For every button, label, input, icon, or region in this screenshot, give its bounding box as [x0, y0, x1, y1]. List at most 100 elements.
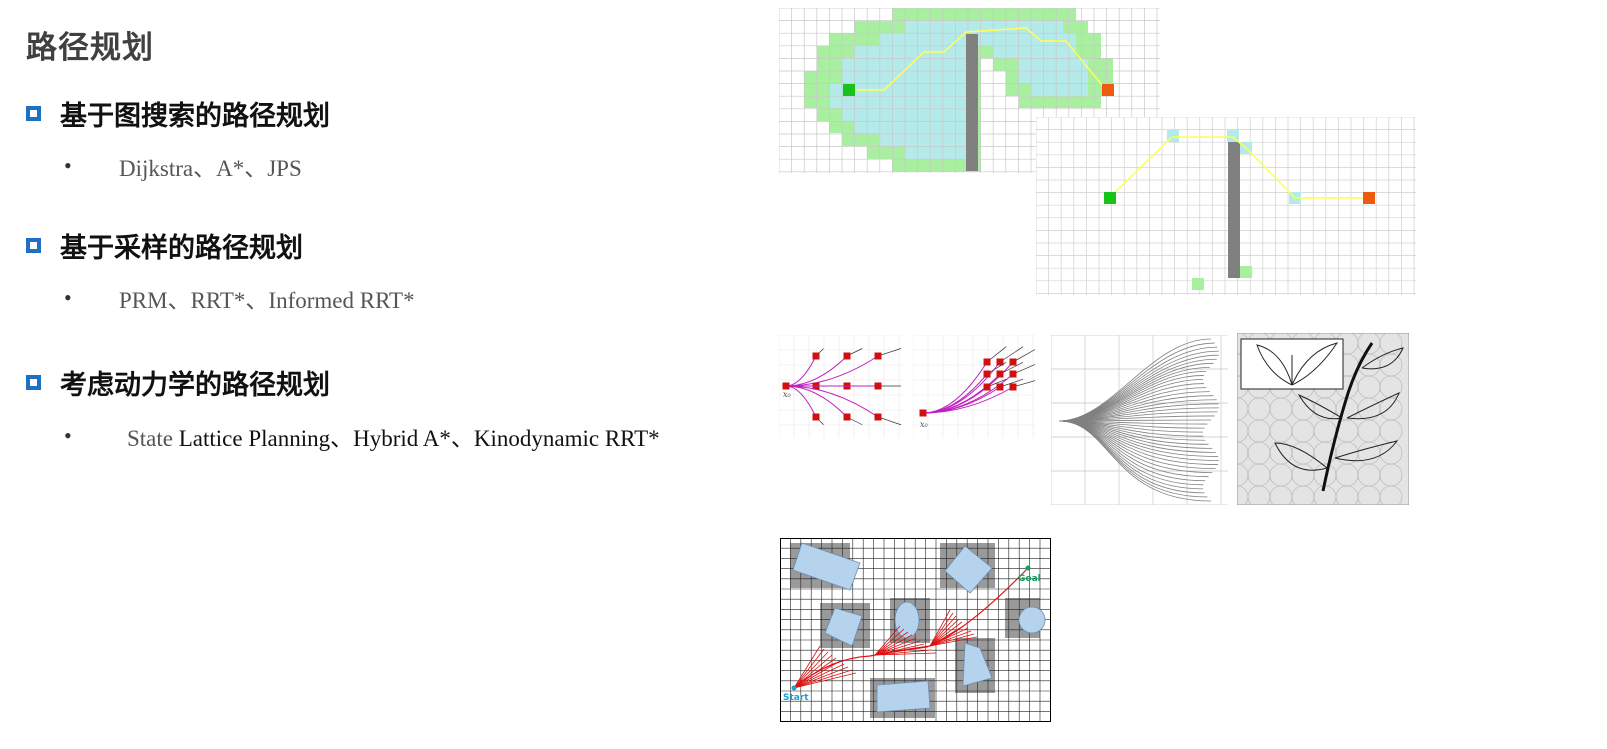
rrt-branch — [929, 636, 978, 647]
heading-arrow — [1012, 349, 1035, 363]
bullet-dot-icon: • — [64, 285, 72, 310]
motion-primitive-curve — [1058, 420, 1212, 502]
lattice-node — [843, 413, 851, 421]
rrt-branch — [793, 669, 853, 689]
motion-primitives-fan-figure — [1051, 335, 1228, 505]
rrt-branch — [874, 649, 933, 656]
leaf — [1334, 440, 1399, 462]
section-heading-text: 基于采样的路径规划 — [60, 233, 303, 264]
start-cell — [1104, 192, 1116, 204]
leaf — [1361, 347, 1404, 370]
lattice-edge — [785, 355, 848, 387]
lattice-node — [843, 352, 851, 360]
lattice-edge — [922, 386, 1014, 414]
heading-arrow — [999, 378, 1024, 388]
bullet-text-dark: Lattice Planning、Hybrid A*、Kinodynamic R… — [178, 426, 660, 451]
bullet-item-graph-search: • Dijkstra、A*、JPS — [64, 149, 302, 183]
lattice-node — [874, 382, 882, 390]
rrt-branch — [929, 633, 975, 647]
rrt-goal-label: Goal — [1018, 574, 1041, 584]
rrt-branch — [793, 645, 821, 689]
lattice-node — [1009, 358, 1017, 366]
lattice-node — [874, 413, 882, 421]
leaf-outlines — [1256, 342, 1404, 471]
rrt-branch — [874, 643, 925, 656]
leaf — [1297, 393, 1343, 420]
lattice-group — [913, 335, 1035, 438]
rrt-branch — [929, 612, 954, 647]
section-heading-kinodynamic: 考虑动力学的路径规划 — [26, 363, 330, 402]
leaf — [1346, 392, 1400, 420]
bullet-text: State Lattice Planning、Hybrid A*、Kinodyn… — [127, 419, 660, 453]
motion-primitive-curves — [1058, 338, 1220, 502]
grid-lines — [1036, 117, 1416, 295]
goal-cell — [1363, 192, 1375, 204]
leaf — [1274, 442, 1328, 471]
lattice-edge — [785, 385, 879, 418]
bullet-text-light: State — [127, 426, 179, 451]
obstacle — [1018, 606, 1046, 634]
rrt-branch — [793, 657, 837, 689]
goal-cell — [1102, 84, 1114, 96]
bullet-text: PRM、RRT*、Informed RRT* — [119, 288, 415, 313]
kinodynamic-rrt-figure: Start Goal — [780, 538, 1051, 722]
rrt-branch — [874, 631, 909, 656]
leaf — [1256, 344, 1293, 386]
rrt-branch — [793, 648, 825, 689]
bullet-dot-icon: • — [64, 423, 72, 448]
jump-point-cell — [1240, 266, 1252, 278]
obstacle — [792, 542, 861, 591]
bullet-dot-icon: • — [64, 153, 72, 178]
leaf — [1291, 342, 1339, 386]
lattice-group — [779, 335, 902, 438]
lattice-origin-node — [782, 382, 790, 390]
rrt-start-label: Start — [783, 693, 809, 703]
rrt-branch — [929, 621, 963, 647]
lattice-right-label: x₀ — [920, 420, 929, 429]
lattice-left-label: x₀ — [783, 390, 792, 399]
lattice-origin-node — [919, 409, 927, 417]
rrt-tree — [793, 567, 1029, 689]
lattice-leaf-pattern-figure — [1237, 333, 1409, 505]
section-heading-graph-search: 基于图搜索的路径规划 — [26, 94, 330, 133]
lattice-edge — [785, 355, 879, 387]
page-title: 路径规划 — [26, 30, 154, 66]
lattice-node — [874, 352, 882, 360]
obstacle — [944, 545, 993, 594]
start-cell — [843, 84, 855, 96]
lattice-node — [996, 383, 1004, 391]
heading-arrow — [877, 348, 902, 357]
rrt-branch — [929, 618, 960, 647]
lattice-node — [996, 370, 1004, 378]
rrt-branch — [874, 652, 937, 656]
rrt-branch — [874, 640, 921, 656]
obstacle-wall — [966, 34, 978, 171]
lattice-edge — [785, 355, 817, 387]
heading-arrow — [999, 361, 1024, 375]
figure-border — [780, 538, 1051, 722]
rrt-branch — [929, 630, 972, 647]
graph-search-explored-grid-figure — [779, 8, 1160, 173]
goal-marker — [1025, 565, 1031, 571]
obstacle — [962, 642, 993, 687]
rrt-branch — [874, 646, 929, 656]
square-bullet-icon — [26, 106, 41, 121]
section-heading-text: 考虑动力学的路径规划 — [60, 370, 330, 401]
rrt-branch — [929, 624, 966, 647]
rrt-branch — [929, 627, 969, 647]
state-lattice-figure-right: x₀ — [913, 335, 1035, 438]
obstacles — [792, 542, 1046, 713]
lattice-node — [983, 370, 991, 378]
lattice-node — [983, 358, 991, 366]
section-heading-text: 基于图搜索的路径规划 — [60, 101, 330, 132]
obstacle — [876, 680, 931, 713]
lattice-grid — [913, 335, 1035, 438]
rrt-branch — [874, 628, 905, 656]
lattice-node — [812, 413, 820, 421]
heading-arrow — [999, 346, 1024, 363]
lattice-node — [812, 352, 820, 360]
bullet-item-sampling: • PRM、RRT*、Informed RRT* — [64, 281, 415, 315]
rrt-branch — [929, 609, 951, 647]
lattice-node — [996, 358, 1004, 366]
pattern-circle — [1379, 485, 1403, 505]
